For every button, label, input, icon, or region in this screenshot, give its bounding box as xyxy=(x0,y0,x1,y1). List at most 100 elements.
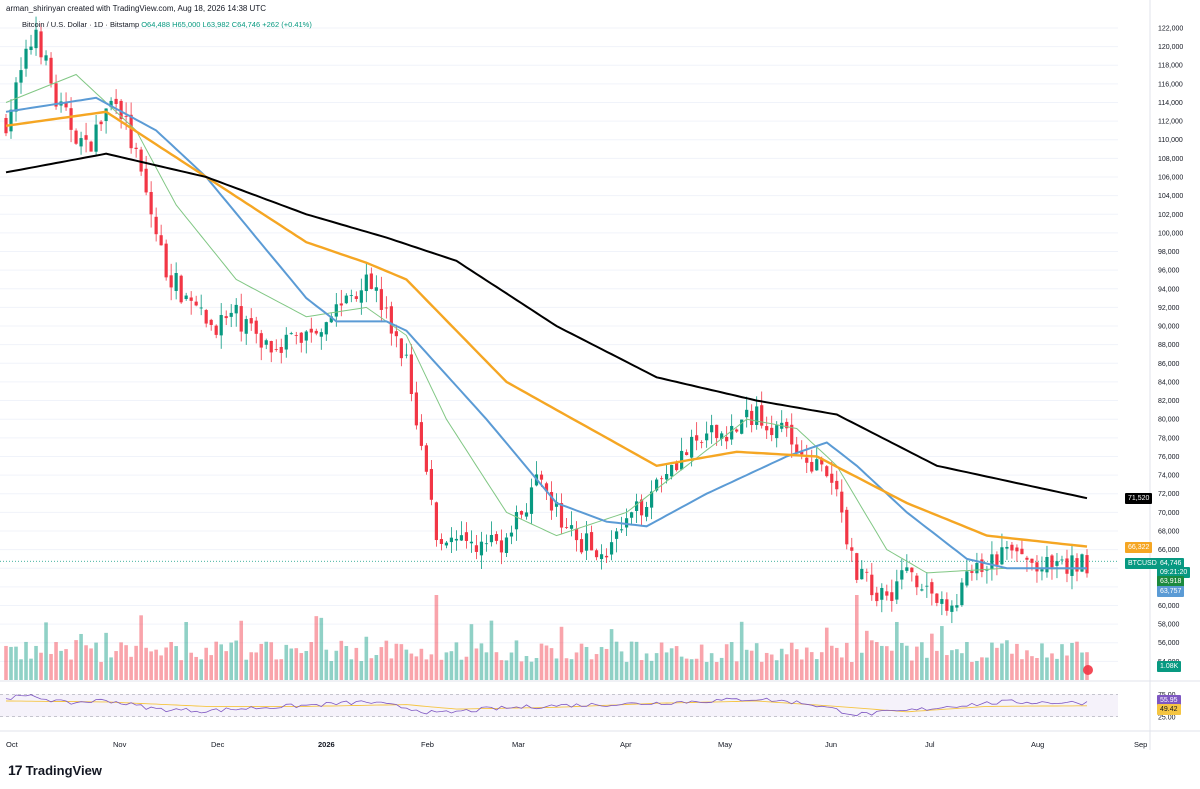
candle xyxy=(189,297,193,301)
price-tick-label: 72,000 xyxy=(1158,491,1180,498)
candle xyxy=(695,435,699,441)
volume-bar xyxy=(489,620,494,680)
candle xyxy=(800,451,804,455)
volume-bar xyxy=(9,646,13,680)
candle xyxy=(965,571,969,586)
candle xyxy=(574,528,579,541)
volume-bar xyxy=(94,642,98,680)
candle xyxy=(299,332,303,343)
volume-bar xyxy=(24,641,28,680)
candle xyxy=(890,592,894,601)
volume-bar xyxy=(624,661,629,680)
volume-bar xyxy=(114,651,118,680)
volume-bar xyxy=(814,659,819,680)
month-label: Dec xyxy=(211,740,225,749)
candle xyxy=(905,567,909,571)
volume-bar xyxy=(234,640,239,680)
candle xyxy=(644,506,649,517)
volume-bar xyxy=(419,648,424,680)
candle xyxy=(624,518,629,528)
price-tick-label: 112,000 xyxy=(1158,119,1183,126)
tradingview-brand[interactable]: 17 TradingView xyxy=(8,762,102,778)
candle xyxy=(1035,562,1039,572)
candle xyxy=(675,461,679,471)
volume-bar xyxy=(139,615,143,680)
month-label: Oct xyxy=(6,740,19,749)
candle xyxy=(1010,544,1014,551)
candle xyxy=(89,141,93,152)
price-tick-label: 60,000 xyxy=(1158,603,1180,610)
volume-bar xyxy=(905,645,909,680)
volume-bar xyxy=(289,648,294,680)
volume-bar xyxy=(209,655,213,680)
candle xyxy=(745,409,749,418)
candle xyxy=(599,554,604,560)
candle xyxy=(64,102,68,108)
price-tick-label: 90,000 xyxy=(1158,324,1180,331)
candle xyxy=(955,605,959,608)
candle xyxy=(900,570,904,580)
candle xyxy=(920,589,924,591)
volume-bar xyxy=(1000,643,1004,680)
candle xyxy=(529,487,534,514)
candle xyxy=(134,147,138,150)
candle xyxy=(79,138,83,147)
volume-bar xyxy=(654,653,659,680)
candle xyxy=(24,48,28,69)
candle xyxy=(304,331,308,341)
candle xyxy=(825,466,829,477)
candle xyxy=(930,582,934,594)
volume-bar xyxy=(529,661,534,680)
candle xyxy=(579,539,584,553)
ma50-label: 63,757 xyxy=(1157,586,1185,597)
candle xyxy=(950,605,954,612)
volume-bar xyxy=(1060,644,1064,680)
volume-bar xyxy=(1015,643,1019,680)
volume-bar xyxy=(935,650,939,680)
candle xyxy=(214,325,218,335)
volume-bar xyxy=(79,633,83,680)
volume-bar xyxy=(875,642,879,680)
candle xyxy=(14,82,18,112)
volume-bar xyxy=(59,650,63,680)
volume-bar xyxy=(179,660,183,680)
candle xyxy=(549,492,554,511)
candle xyxy=(634,501,639,512)
volume-bar xyxy=(559,626,564,680)
price-tick-label: 74,000 xyxy=(1158,473,1180,480)
volume-bar xyxy=(124,645,128,680)
volume-bar xyxy=(104,632,108,680)
volume-bar xyxy=(224,651,229,680)
volume-bar xyxy=(119,642,123,680)
price-tick-label: 98,000 xyxy=(1158,249,1180,256)
tradingview-logo-icon: 17 xyxy=(8,762,23,778)
volume-bar xyxy=(749,650,754,680)
candle xyxy=(705,433,709,441)
candle xyxy=(990,554,994,569)
candle xyxy=(179,275,183,303)
volume-bar xyxy=(244,659,249,680)
volume-bar xyxy=(314,616,319,680)
volume-bar xyxy=(885,646,889,680)
candle xyxy=(970,571,974,573)
candle xyxy=(1040,569,1044,572)
volume-bar xyxy=(474,648,479,680)
candle xyxy=(149,192,153,215)
volume-bar xyxy=(429,654,434,680)
volume-bar xyxy=(459,659,464,680)
candle xyxy=(995,554,999,565)
volume-bar xyxy=(359,661,364,680)
volume-bar xyxy=(464,656,469,680)
candle xyxy=(554,501,559,507)
symbol-name: Bitcoin / U.S. Dollar · 1D · Bitstamp xyxy=(22,20,140,29)
candle xyxy=(519,511,524,515)
volume-bar xyxy=(54,642,58,680)
volume-bar xyxy=(920,642,924,680)
candle xyxy=(94,124,98,152)
volume-bar xyxy=(859,652,864,680)
volume-bar xyxy=(424,659,429,680)
volume-bar xyxy=(629,641,634,680)
price-tick-label: 76,000 xyxy=(1158,454,1180,461)
volume-bar xyxy=(985,657,989,680)
